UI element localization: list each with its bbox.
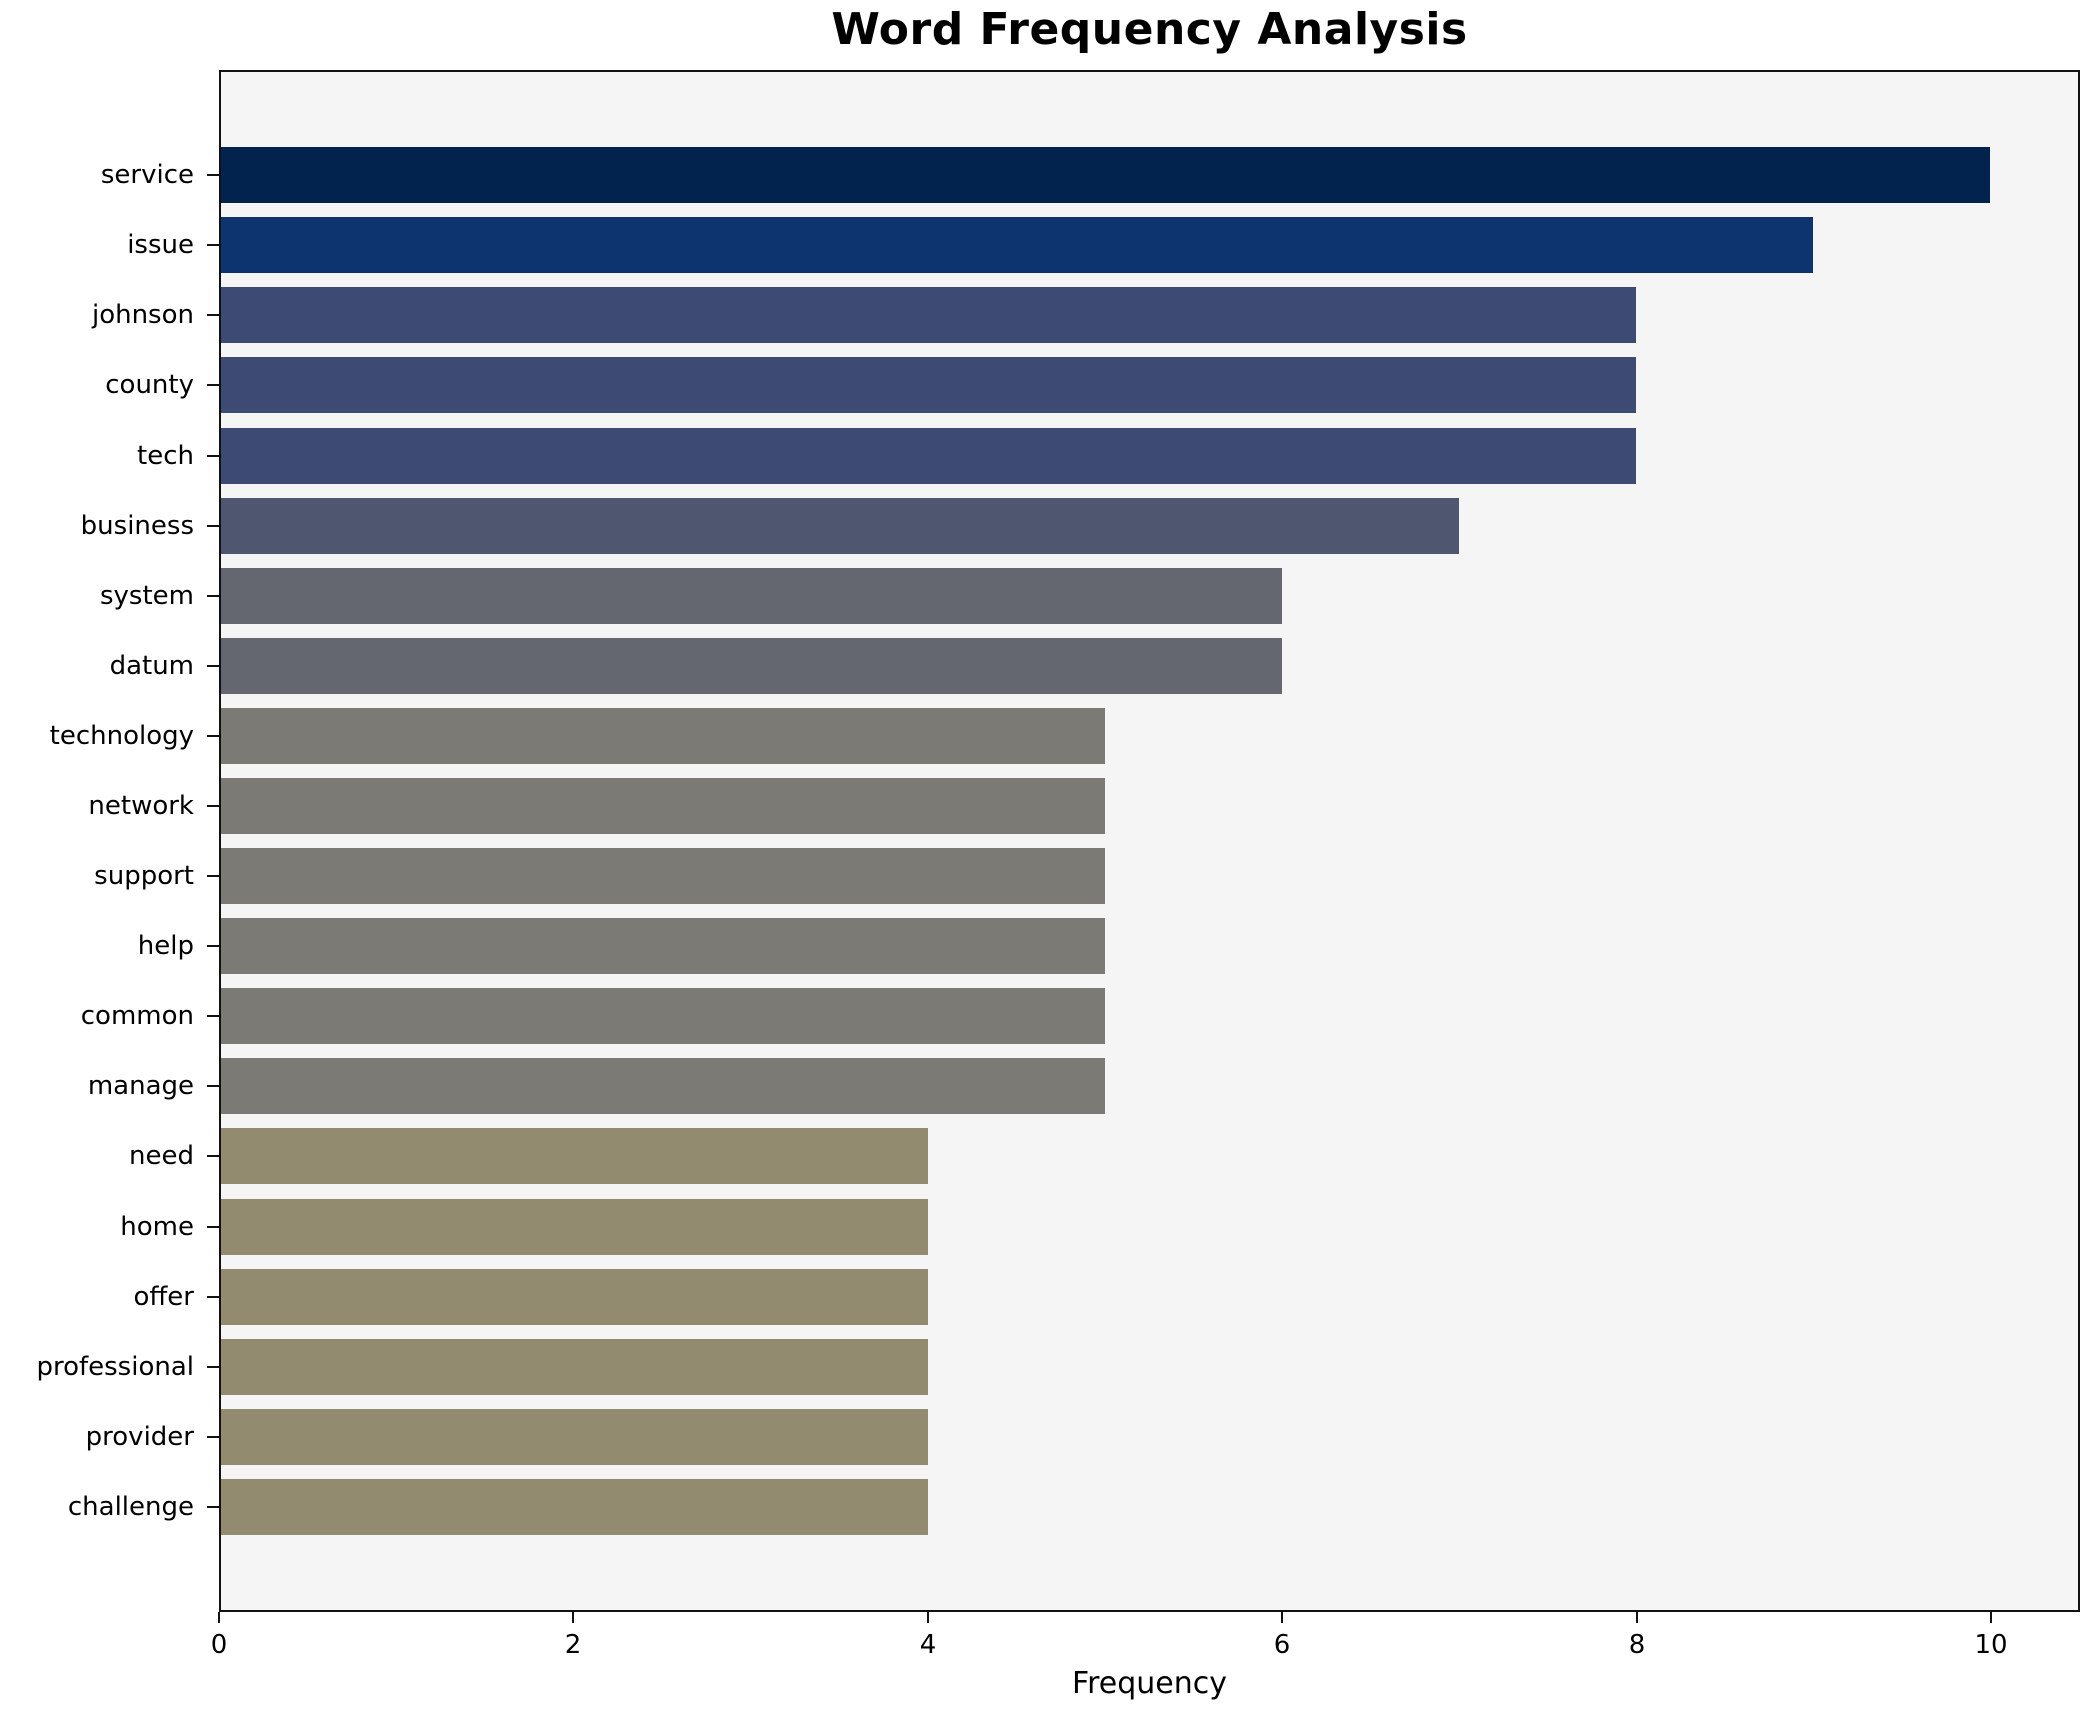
y-tick-mark [207, 1226, 219, 1228]
y-tick-label-provider: provider [85, 1422, 194, 1452]
y-tick-mark [207, 1506, 219, 1508]
y-tick-label-system: system [100, 581, 194, 611]
bar-home [221, 1199, 929, 1255]
y-tick-mark [207, 1085, 219, 1087]
bar-challenge [221, 1479, 929, 1535]
y-tick-mark [207, 1015, 219, 1017]
bar-business [221, 498, 1459, 554]
x-tick-mark [218, 1612, 220, 1623]
y-tick-label-manage: manage [87, 1071, 194, 1101]
y-tick-mark [207, 314, 219, 316]
y-tick-mark [207, 455, 219, 457]
y-tick-mark [207, 1366, 219, 1368]
y-tick-label-technology: technology [49, 721, 194, 751]
x-tick-label-10: 10 [1974, 1630, 2008, 1660]
x-tick-label-4: 4 [919, 1630, 937, 1660]
x-tick-label-8: 8 [1628, 1630, 1646, 1660]
bar-need [221, 1128, 929, 1184]
x-axis-label: Frequency [1072, 1666, 1227, 1701]
x-tick-label-0: 0 [210, 1630, 228, 1660]
bar-provider [221, 1409, 929, 1465]
y-tick-label-challenge: challenge [67, 1492, 194, 1522]
y-tick-label-common: common [80, 1001, 194, 1031]
x-tick-label-2: 2 [564, 1630, 582, 1660]
y-tick-label-johnson: johnson [91, 300, 194, 330]
x-tick-mark [927, 1612, 929, 1623]
y-tick-mark [207, 174, 219, 176]
bar-technology [221, 708, 1106, 764]
bar-network [221, 778, 1106, 834]
y-tick-label-support: support [94, 861, 194, 891]
y-tick-mark [207, 244, 219, 246]
x-tick-mark [572, 1612, 574, 1623]
bar-professional [221, 1339, 929, 1395]
y-tick-mark [207, 805, 219, 807]
y-tick-mark [207, 384, 219, 386]
y-tick-label-issue: issue [127, 230, 194, 260]
bar-tech [221, 428, 1636, 484]
bar-help [221, 918, 1106, 974]
plot-area [219, 70, 2080, 1612]
bar-service [221, 147, 1990, 203]
y-tick-label-help: help [137, 931, 194, 961]
x-tick-mark [1990, 1612, 1992, 1623]
y-tick-label-county: county [105, 370, 194, 400]
x-tick-mark [1636, 1612, 1638, 1623]
bar-manage [221, 1058, 1106, 1114]
bar-county [221, 357, 1636, 413]
y-tick-mark [207, 875, 219, 877]
y-tick-label-datum: datum [109, 651, 194, 681]
bar-common [221, 988, 1106, 1044]
bar-support [221, 848, 1106, 904]
bar-issue [221, 217, 1813, 273]
y-tick-mark [207, 1436, 219, 1438]
y-tick-mark [207, 665, 219, 667]
y-tick-label-need: need [129, 1141, 194, 1171]
bar-offer [221, 1269, 929, 1325]
y-tick-label-home: home [120, 1212, 194, 1242]
bar-johnson [221, 287, 1636, 343]
x-tick-mark [1281, 1612, 1283, 1623]
y-tick-label-tech: tech [137, 441, 194, 471]
bar-system [221, 568, 1283, 624]
y-tick-mark [207, 525, 219, 527]
x-tick-label-6: 6 [1273, 1630, 1291, 1660]
chart-title: Word Frequency Analysis [831, 4, 1468, 55]
y-tick-mark [207, 1296, 219, 1298]
y-tick-mark [207, 1155, 219, 1157]
y-tick-label-offer: offer [133, 1282, 194, 1312]
y-tick-mark [207, 735, 219, 737]
y-tick-mark [207, 945, 219, 947]
y-tick-label-service: service [100, 160, 194, 190]
y-tick-label-professional: professional [36, 1352, 194, 1382]
y-tick-label-network: network [88, 791, 194, 821]
y-tick-mark [207, 595, 219, 597]
bar-datum [221, 638, 1283, 694]
y-tick-label-business: business [80, 511, 194, 541]
